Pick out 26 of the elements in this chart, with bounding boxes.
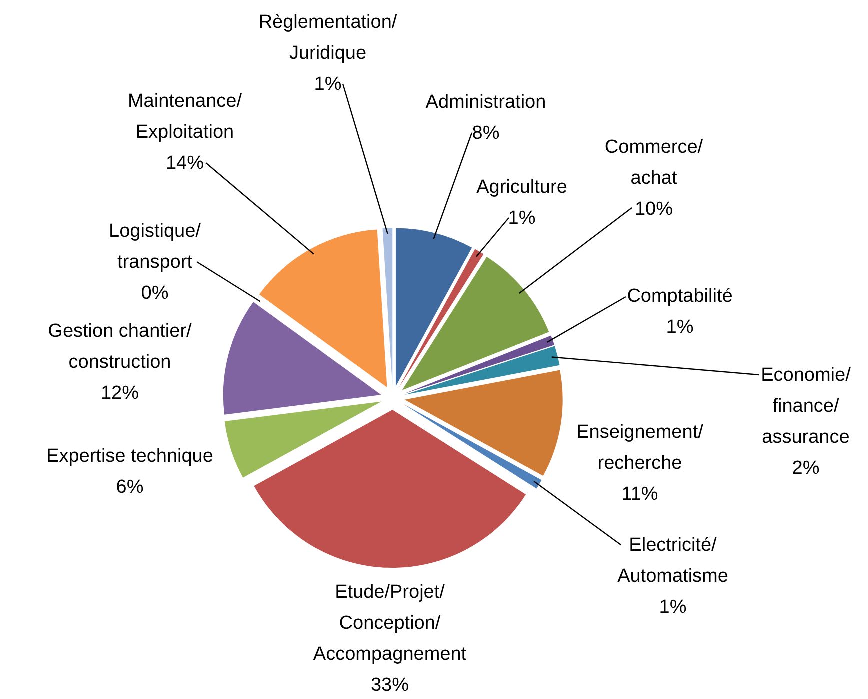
- data-label: 12%: [100, 383, 140, 404]
- data-label: 1%: [659, 597, 687, 618]
- slice-label: Commerce/achat: [604, 137, 704, 189]
- data-label: 10%: [634, 199, 674, 220]
- category-label: Logistique/transport: [109, 221, 201, 273]
- slice-label: Electricité/Automatisme: [618, 535, 728, 587]
- slice-label: Gestion chantier/construction: [48, 321, 193, 373]
- data-label: 1%: [314, 74, 342, 95]
- slice-label: Administration: [426, 92, 546, 113]
- data-label: 1%: [666, 317, 694, 338]
- data-label: 14%: [166, 153, 204, 174]
- slice-label: Enseignement/recherche: [576, 422, 704, 474]
- slice-label: Maintenance/Exploitation: [128, 91, 243, 143]
- slice-label: Comptabilité: [627, 286, 733, 307]
- slice-label: Agriculture: [476, 177, 568, 198]
- data-label: 2%: [792, 458, 820, 479]
- slice-label: Expertise technique: [46, 446, 214, 467]
- data-label: 6%: [116, 477, 144, 498]
- slice-label: Economie/finance/assurance: [761, 365, 852, 448]
- data-label: 8%: [472, 123, 500, 144]
- data-label: 11%: [622, 484, 658, 505]
- data-label: 1%: [508, 208, 536, 229]
- slice-label: Règlementation/Juridique: [258, 12, 398, 64]
- slice-label: Etude/Projet/Conception/Accompagnement: [313, 582, 468, 665]
- text: 0%: [141, 283, 169, 304]
- data-label: 33%: [370, 675, 410, 696]
